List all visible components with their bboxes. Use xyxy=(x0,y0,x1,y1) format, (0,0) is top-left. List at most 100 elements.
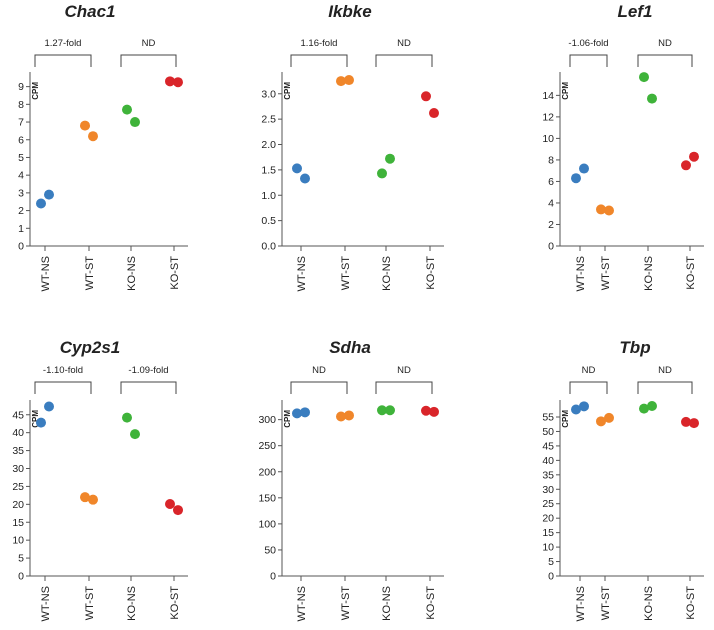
point-ko-ns-rep2 xyxy=(385,153,395,164)
y-tick-label: 4 xyxy=(548,197,554,209)
comparison-bracket xyxy=(569,54,608,67)
x-tick-label: WT-ST xyxy=(84,586,96,620)
point-wt-ns-rep1 xyxy=(292,163,302,174)
point-wt-st-rep2 xyxy=(88,131,98,142)
comparison-label: -1.09-fold xyxy=(128,365,168,376)
comparison-label: ND xyxy=(397,365,411,376)
chart-title: Ikbke xyxy=(328,2,371,21)
x-tick-label: KO-ST xyxy=(685,586,697,620)
y-tick-label: 0 xyxy=(18,241,24,253)
x-tick-label: WT-ST xyxy=(340,256,352,290)
x-tick-label: KO-NS xyxy=(381,586,393,621)
y-tick-label: 5 xyxy=(548,556,554,568)
panel-tbp: Tbp CPM 0 5 10 15 20 25 30 35 40 45 50 55 WT-NS WT-ST KO… xyxy=(542,338,704,621)
panel-cyp2s1: Cyp2s1 CPM 0 5 10 15 20 25 30 35 40 45 WT-NS WT-ST KO-… xyxy=(12,338,188,621)
comparison-label: ND xyxy=(658,38,672,49)
y-tick-label: 3 xyxy=(18,187,24,199)
point-ko-st-rep1 xyxy=(421,91,431,102)
point-ko-ns-rep1 xyxy=(639,72,649,83)
x-tick-label: WT-NS xyxy=(40,256,52,291)
comparison-label: 1.16-fold xyxy=(301,38,338,49)
y-tick-label: 25 xyxy=(12,481,24,493)
point-ko-ns-rep1 xyxy=(122,412,132,423)
comparison-bracket xyxy=(120,54,177,67)
comparison-bracket xyxy=(637,381,693,394)
y-tick-label: 45 xyxy=(12,409,24,421)
point-wt-ns-rep1 xyxy=(292,408,302,419)
x-tick-label: KO-NS xyxy=(126,586,138,621)
comparison-bracket xyxy=(34,54,92,67)
y-tick-label: 1 xyxy=(18,223,24,235)
comparison-bracket xyxy=(120,381,177,394)
y-tick-label: 30 xyxy=(542,484,554,496)
y-tick-label: 0 xyxy=(270,571,276,583)
point-ko-ns-rep2 xyxy=(130,117,140,128)
x-tick-label: WT-ST xyxy=(340,586,352,620)
y-tick-label: 10 xyxy=(12,535,24,547)
chart-title: Cyp2s1 xyxy=(60,338,120,357)
panel-ikbke: Ikbke CPM 0.0 0.5 1.0 1.5 2.0 2.5 3.0 WT-NS WT-ST K… xyxy=(261,2,444,291)
panel-chac1: Chac1 CPM 0 1 2 3 4 5 6 7 8 9 WT-NS WT-ST KO-NS KO-ST 1.… xyxy=(18,2,188,291)
y-tick-label: 6 xyxy=(18,134,24,146)
point-wt-st-rep2 xyxy=(604,205,614,216)
y-tick-label: 5 xyxy=(18,152,24,164)
chart-title: Sdha xyxy=(329,338,371,357)
y-tick-label: 150 xyxy=(258,492,276,504)
y-tick-label: 10 xyxy=(542,542,554,554)
comparison-label: ND xyxy=(142,38,156,49)
x-tick-label: WT-NS xyxy=(575,586,587,621)
chart-title: Lef1 xyxy=(618,2,653,21)
x-tick-label: KO-NS xyxy=(643,586,655,621)
y-tick-label: 0 xyxy=(548,241,554,253)
point-wt-st-rep2 xyxy=(88,494,98,505)
y-tick-label: 20 xyxy=(12,499,24,511)
y-tick-label: 250 xyxy=(258,440,276,452)
comparison-label: ND xyxy=(582,365,596,376)
y-tick-label: 35 xyxy=(542,469,554,481)
point-wt-st-rep1 xyxy=(80,120,90,131)
y-tick-label: 6 xyxy=(548,176,554,188)
point-wt-ns-rep2 xyxy=(44,401,54,412)
y-tick-label: 45 xyxy=(542,440,554,452)
comparison-label: -1.06-fold xyxy=(568,38,608,49)
y-axis-label: CPM xyxy=(283,410,292,428)
y-tick-label: 14 xyxy=(542,90,554,102)
panel-sdha: Sdha CPM 0 50 100 150 200 250 300 WT-NS WT-ST KO-NS… xyxy=(258,338,444,621)
x-tick-label: WT-NS xyxy=(296,256,308,291)
comparison-label: 1.27-fold xyxy=(45,38,82,49)
x-tick-label: WT-ST xyxy=(600,586,612,620)
y-tick-label: 1.0 xyxy=(261,190,276,202)
point-ko-st-rep2 xyxy=(429,406,439,417)
x-tick-label: WT-NS xyxy=(296,586,308,621)
chart-title: Chac1 xyxy=(64,2,115,21)
y-tick-label: 50 xyxy=(264,544,276,556)
y-tick-label: 300 xyxy=(258,414,276,426)
point-wt-ns-rep2 xyxy=(579,163,589,174)
y-tick-label: 1.5 xyxy=(261,164,276,176)
point-ko-st-rep2 xyxy=(173,77,183,88)
comparison-bracket xyxy=(637,54,693,67)
point-ko-st-rep1 xyxy=(165,76,175,87)
x-tick-label: KO-NS xyxy=(643,256,655,291)
y-tick-label: 35 xyxy=(12,445,24,457)
comparison-bracket xyxy=(34,381,92,394)
y-tick-label: 0 xyxy=(18,571,24,583)
comparison-label: ND xyxy=(312,365,326,376)
point-ko-ns-rep2 xyxy=(647,401,657,412)
y-axis-label: CPM xyxy=(283,82,292,100)
point-ko-st-rep2 xyxy=(689,151,699,162)
y-axis-label: CPM xyxy=(31,82,40,100)
point-wt-ns-rep1 xyxy=(36,198,46,209)
y-axis-label: CPM xyxy=(561,410,570,428)
comparison-label: ND xyxy=(658,365,672,376)
y-tick-label: 100 xyxy=(258,518,276,530)
point-wt-st-rep2 xyxy=(344,410,354,421)
y-tick-label: 50 xyxy=(542,426,554,438)
point-ko-st-rep2 xyxy=(429,108,439,119)
point-ko-st-rep1 xyxy=(165,498,175,509)
x-tick-label: KO-ST xyxy=(169,256,181,290)
y-tick-label: 2 xyxy=(548,219,554,231)
comparison-label: ND xyxy=(397,38,411,49)
point-wt-ns-rep1 xyxy=(571,404,581,415)
y-tick-label: 3.0 xyxy=(261,88,276,100)
